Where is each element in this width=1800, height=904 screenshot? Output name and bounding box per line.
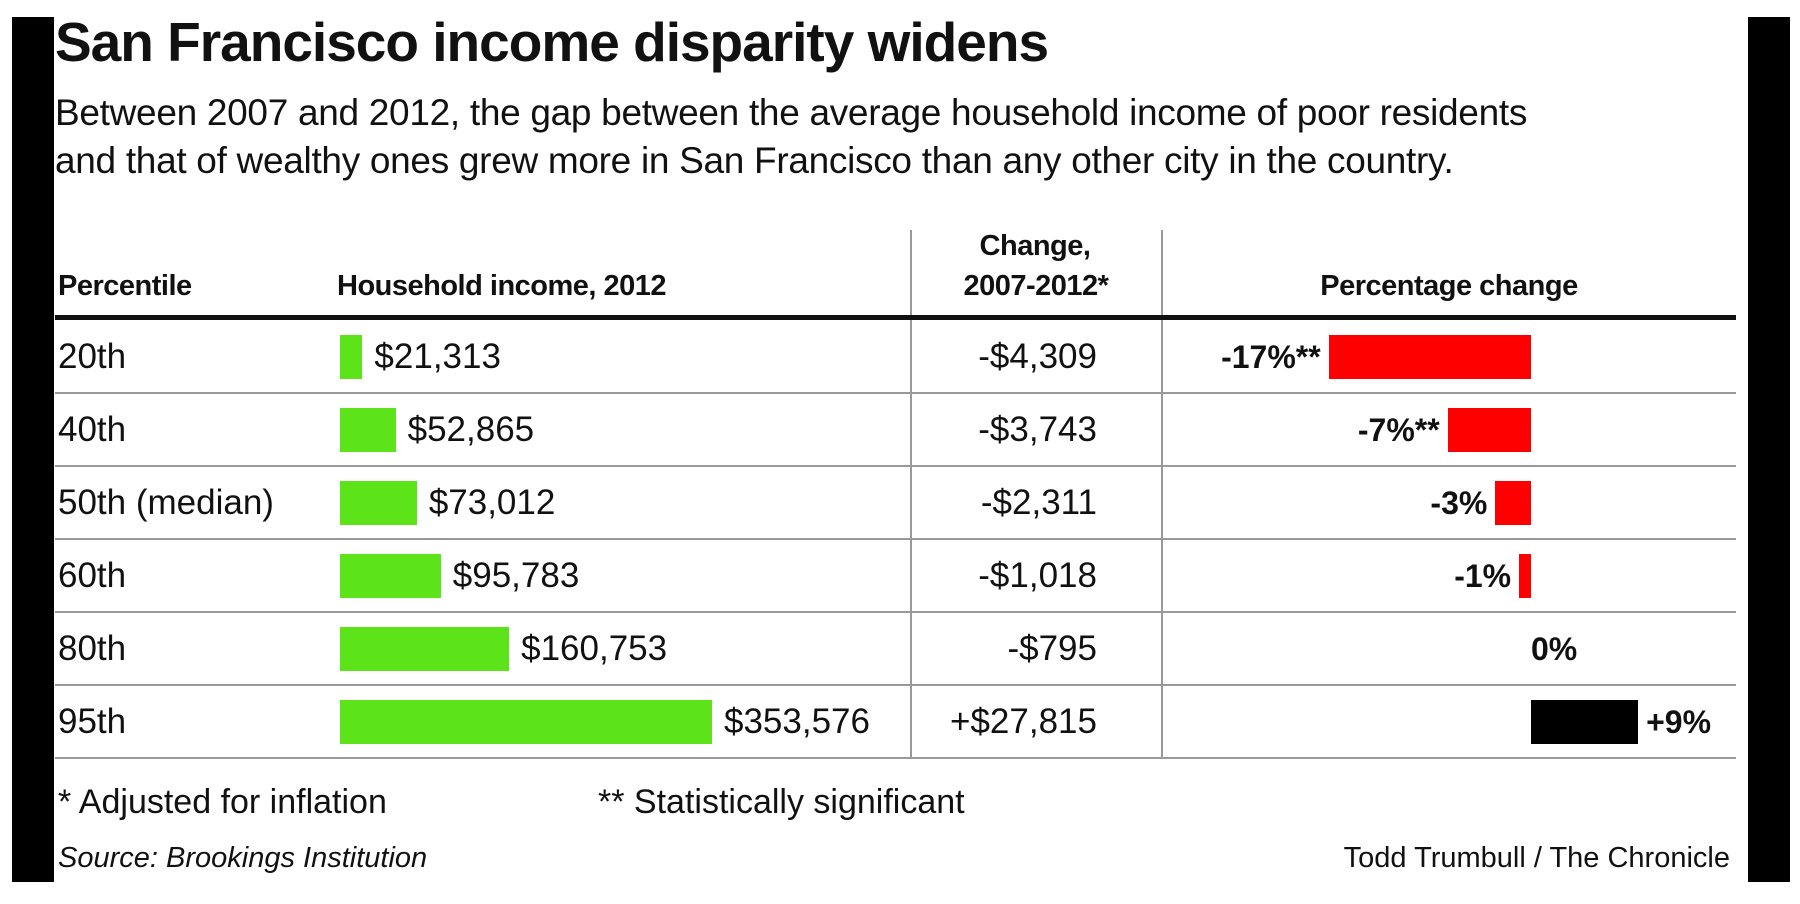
percentile-label: 20th [58,336,127,376]
row-divider [55,538,1736,540]
income-bar [340,334,363,379]
change-value: -$3,743 [978,409,1097,449]
footnote-significance: ** Statistically significant [598,783,965,821]
header-rule [55,315,1736,320]
change-value: -$4,309 [978,336,1097,376]
left-border [12,17,54,882]
pct-label: -7%** [1357,411,1440,448]
row-divider [55,757,1736,759]
income-bar [340,480,417,525]
header-change-2: 2007-2012* [963,270,1109,302]
row-divider [55,684,1736,686]
header-income: Household income, 2012 [337,270,667,302]
source: Source: Brookings Institution [58,842,428,874]
income-label: $73,012 [428,482,556,522]
income-label: $353,576 [724,701,870,741]
income-label: $52,865 [407,409,535,449]
income-label: $160,753 [521,628,668,668]
pct-bar [1447,407,1531,452]
pct-label: 0% [1531,630,1578,667]
row-divider [55,392,1736,394]
income-bar [340,699,712,744]
income-bar [340,553,441,598]
right-border [1748,17,1790,882]
pct-bar [1531,699,1639,744]
header-percentage-change: Percentage change [1320,270,1578,302]
pct-label: -17%** [1221,338,1321,375]
pct-bar [1495,480,1531,525]
percentile-label: 95th [58,701,127,741]
row-divider [55,465,1736,467]
subtitle-line-1: Between 2007 and 2012, the gap between t… [55,92,1528,133]
percentile-label: 80th [58,628,127,668]
income-bar [340,407,396,452]
column-divider [1161,230,1163,758]
subtitle-line-2: and that of wealthy ones grew more in Sa… [55,140,1454,181]
change-value: -$1,018 [978,555,1097,595]
chart-title: San Francisco income disparity widens [55,11,1049,73]
pct-bar [1519,553,1531,598]
pct-label: +9% [1646,703,1712,740]
pct-label: -3% [1430,484,1488,521]
change-value: -$2,311 [980,482,1097,522]
pct-bar [1328,334,1531,379]
credit: Todd Trumbull / The Chronicle [1343,842,1730,874]
footnote-inflation: * Adjusted for inflation [58,783,387,821]
change-value: -$795 [1007,628,1097,668]
column-divider [910,230,912,758]
header-change-1: Change, [979,230,1091,262]
percentile-label: 40th [58,409,127,449]
income-label: $21,313 [374,336,501,376]
percentile-label: 50th (median) [58,482,274,522]
change-value: +$27,815 [950,701,1097,741]
income-bar [340,626,510,671]
income-label: $95,783 [452,555,580,595]
pct-label: -1% [1454,557,1512,594]
header-percentile: Percentile [58,270,192,302]
percentile-label: 60th [58,555,127,595]
row-divider [55,611,1736,613]
